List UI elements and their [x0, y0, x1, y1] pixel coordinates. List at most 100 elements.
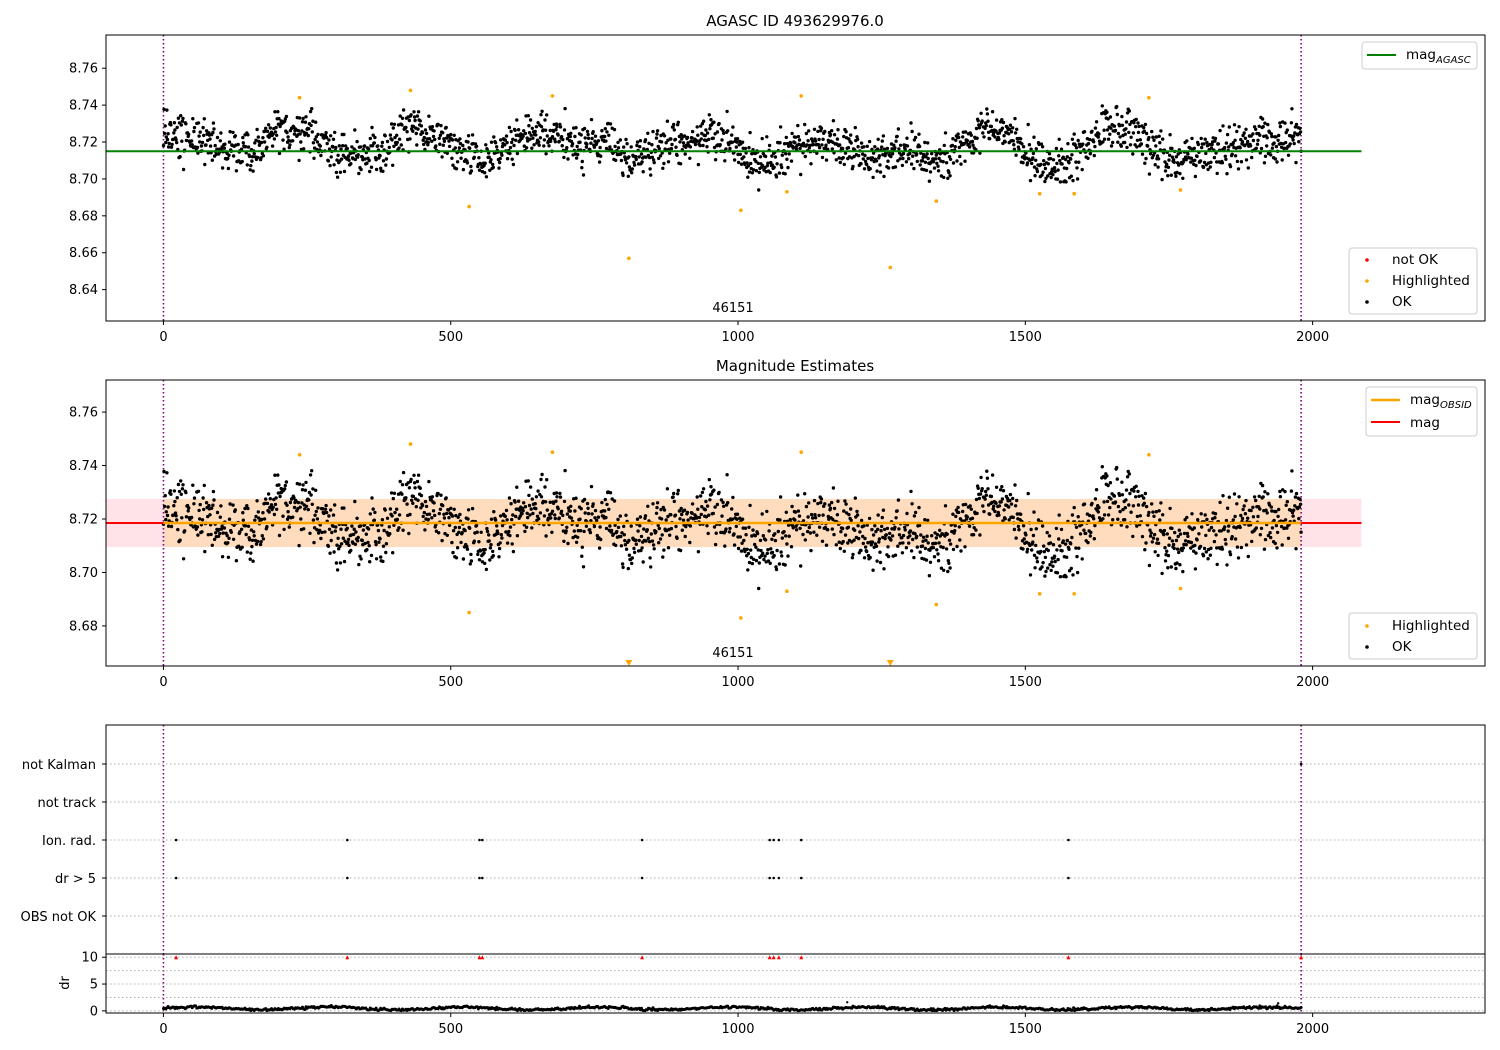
- ok-point: [615, 529, 619, 534]
- ok-point: [696, 133, 700, 137]
- ok-point: [181, 483, 185, 487]
- ok-point: [856, 524, 860, 528]
- ok-point: [1019, 512, 1023, 516]
- ok-point: [730, 517, 734, 521]
- ok-point: [731, 125, 735, 129]
- y-tick-label: 8.74: [69, 99, 98, 114]
- ok-point: [469, 169, 474, 173]
- ok-point: [408, 137, 412, 141]
- ok-point: [465, 161, 470, 165]
- flag-point: [772, 876, 775, 880]
- ok-point: [680, 528, 684, 532]
- ok-point: [488, 546, 493, 550]
- ok-point: [730, 507, 734, 511]
- ok-point: [878, 163, 882, 167]
- ok-point: [649, 532, 653, 536]
- ok-point: [1032, 165, 1037, 169]
- ok-point: [283, 483, 287, 488]
- ok-point: [1123, 518, 1127, 522]
- ok-point: [470, 506, 475, 511]
- ok-point: [553, 140, 557, 144]
- ok-point: [301, 116, 305, 121]
- ok-point: [164, 135, 168, 139]
- ok-point: [1175, 547, 1180, 551]
- ok-point: [424, 504, 429, 509]
- ok-point: [1226, 529, 1230, 533]
- ok-point: [302, 527, 306, 531]
- ok-point: [705, 131, 710, 135]
- ok-point: [676, 120, 680, 125]
- ok-point: [1212, 539, 1217, 544]
- flag-point: [346, 838, 349, 842]
- ok-point: [397, 513, 402, 517]
- ok-point: [1008, 498, 1012, 503]
- ok-point: [281, 138, 285, 142]
- ok-point: [342, 506, 346, 510]
- ok-point: [246, 145, 251, 149]
- ok-point: [622, 533, 626, 537]
- ok-point: [791, 146, 795, 150]
- ok-point: [1042, 544, 1046, 548]
- ok-point: [429, 497, 433, 502]
- highlighted-point: [934, 602, 939, 607]
- ok-point: [644, 155, 648, 159]
- magnitude-estimates-axes-frame: [105, 379, 1486, 667]
- ok-point: [262, 517, 267, 521]
- ok-point: [915, 159, 919, 164]
- ok-point: [1147, 172, 1152, 176]
- ok-point: [442, 516, 447, 520]
- ok-point: [323, 530, 327, 534]
- ok-point: [537, 140, 541, 144]
- ok-point: [980, 487, 984, 491]
- ok-point: [176, 527, 180, 532]
- ok-point: [1163, 559, 1168, 563]
- y-tick-label: 8.72: [69, 136, 98, 151]
- ok-point: [191, 117, 195, 121]
- ok-point: [1057, 154, 1061, 158]
- ok-point: [613, 523, 617, 527]
- ok-point: [441, 503, 445, 508]
- ok-point: [1163, 546, 1167, 550]
- ok-point: [807, 501, 811, 505]
- ok-point: [1291, 514, 1295, 518]
- ok-point: [813, 513, 817, 517]
- ok-point: [395, 133, 399, 137]
- ok-point: [275, 507, 279, 511]
- ok-point: [748, 130, 752, 135]
- ok-point: [832, 506, 837, 511]
- ok-point: [1131, 534, 1135, 539]
- ok-point: [342, 169, 347, 174]
- ok-point: [432, 501, 436, 505]
- ok-point: [204, 501, 209, 505]
- ok-point: [557, 139, 561, 144]
- ok-point: [1047, 534, 1052, 538]
- ok-point: [780, 536, 784, 540]
- ok-point: [472, 539, 476, 543]
- ok-point: [1074, 525, 1079, 529]
- ok-point: [862, 167, 867, 171]
- ok-point: [824, 158, 829, 162]
- ok-point: [1243, 143, 1247, 148]
- ok-point: [1065, 166, 1069, 171]
- ok-point: [874, 159, 879, 163]
- ok-point: [320, 507, 325, 511]
- highlighted-point: [297, 453, 302, 457]
- legend-mag-obsid-label: magOBSID: [1410, 392, 1472, 411]
- ok-point: [669, 147, 674, 151]
- legend-mag-label: mag: [1410, 415, 1440, 431]
- x-tick-label: 1500: [1009, 330, 1042, 345]
- ok-point: [780, 554, 784, 558]
- ok-point: [863, 545, 868, 549]
- ok-point: [942, 568, 946, 572]
- ok-point: [538, 136, 543, 140]
- ok-point: [383, 508, 387, 512]
- ok-point: [785, 157, 789, 161]
- ok-point: [381, 169, 385, 173]
- ok-point: [286, 510, 290, 514]
- ok-point: [671, 495, 675, 499]
- ok-point: [754, 545, 758, 549]
- ok-point: [801, 519, 806, 523]
- ok-point: [1276, 138, 1280, 142]
- ok-point: [679, 506, 683, 511]
